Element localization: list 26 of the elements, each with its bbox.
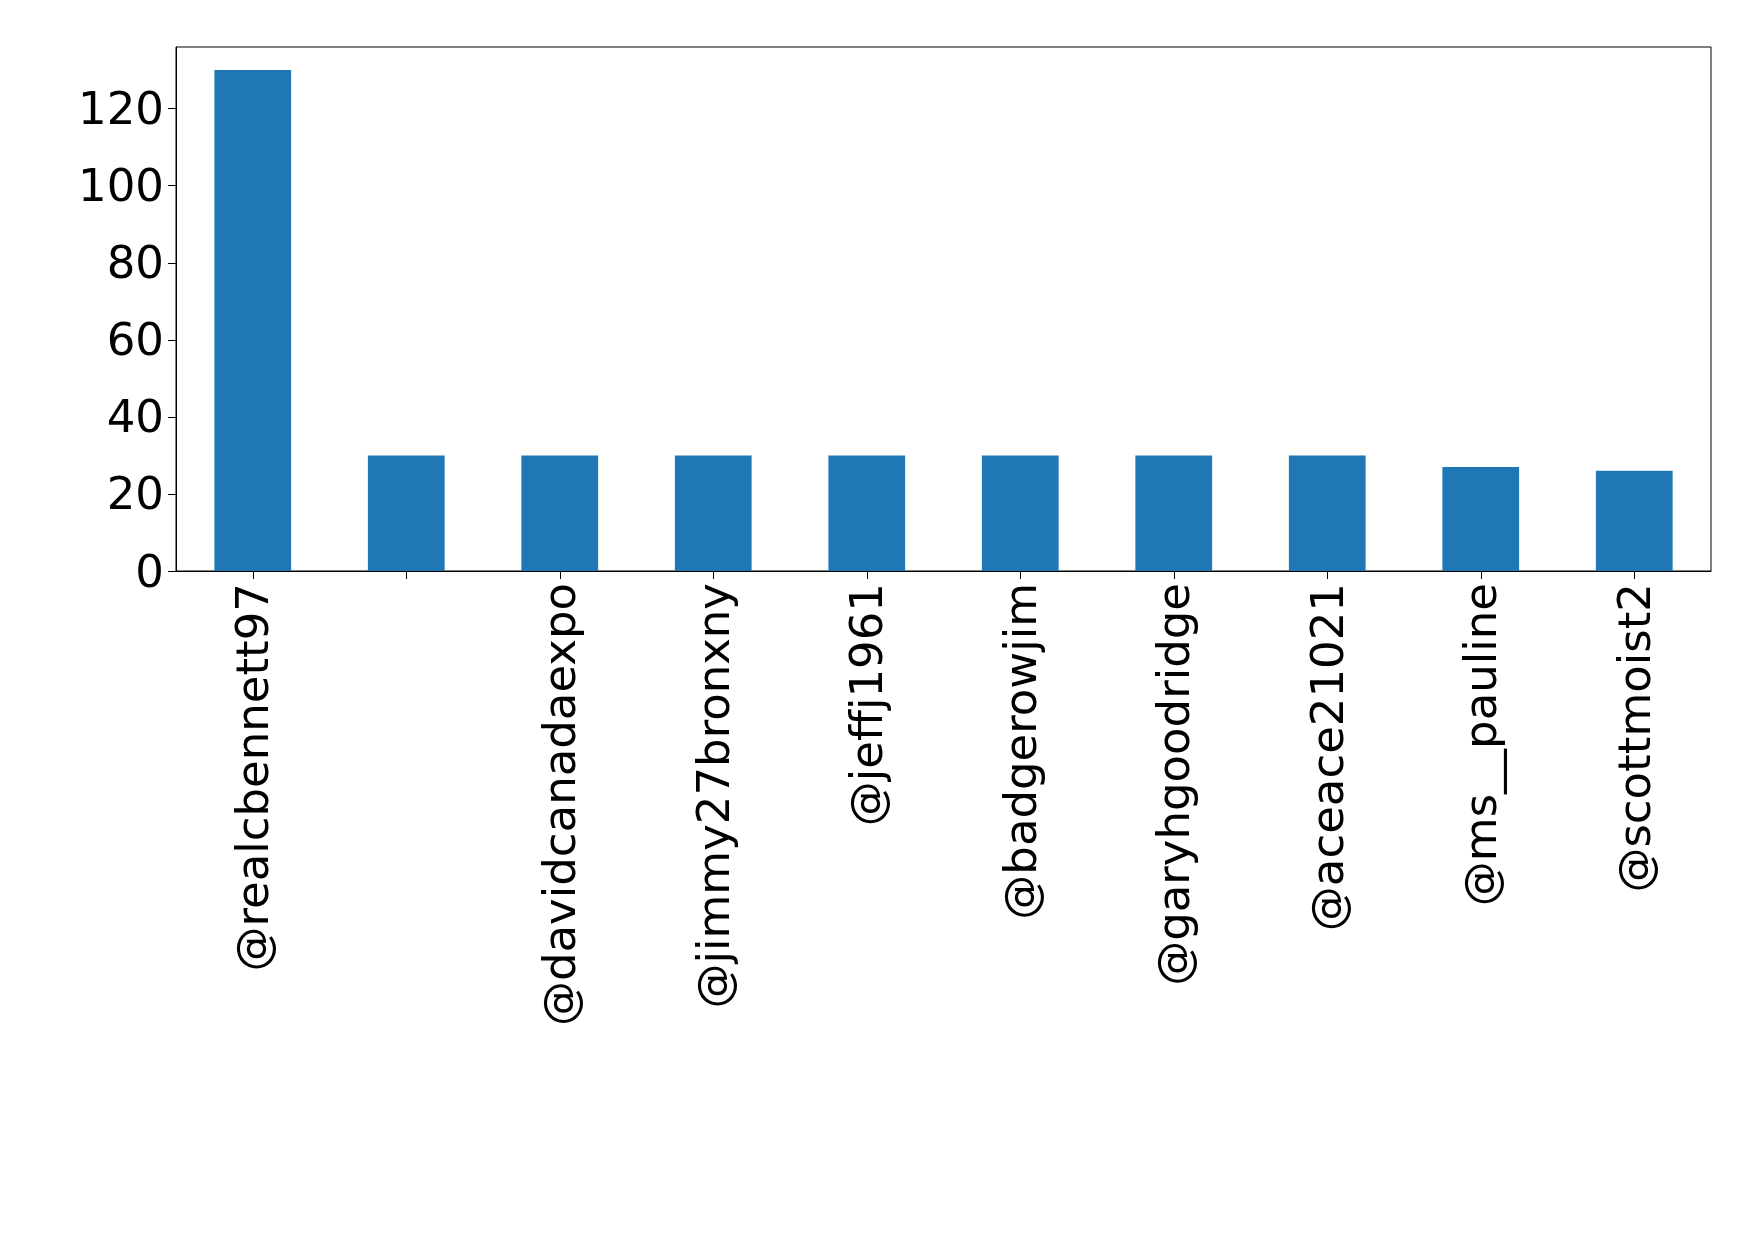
bar: [1442, 466, 1520, 571]
x-tick-label: @garyhgoodridge: [1147, 583, 1201, 986]
y-tick-label: 40: [106, 390, 164, 444]
x-tick-label: @davidcanadaexpo: [533, 583, 587, 1027]
x-tick-label: @scottmoist2: [1607, 583, 1661, 893]
y-tick-label: 120: [78, 82, 164, 136]
x-tick-label: @jeffj1961: [840, 583, 894, 827]
y-tick-label: 100: [78, 159, 164, 213]
bar: [521, 455, 599, 571]
bar: [214, 70, 292, 571]
x-tick-label: @ms__pauline: [1454, 583, 1508, 907]
bar: [367, 455, 445, 571]
bar: [981, 455, 1059, 571]
y-tick-label: 60: [106, 313, 164, 367]
bar: [674, 455, 752, 571]
x-tick-label: @realcbennett97: [226, 583, 280, 972]
x-tick-label: @badgerowjim: [993, 583, 1047, 920]
bar: [1135, 455, 1213, 571]
bar: [828, 455, 906, 571]
y-tick-label: 20: [106, 467, 164, 521]
bar: [1288, 455, 1366, 571]
x-tick-label: @aceace21021: [1300, 583, 1354, 932]
bar: [1595, 470, 1673, 571]
y-tick-label: 0: [135, 544, 164, 598]
y-tick-label: 80: [106, 236, 164, 290]
x-tick-label: @jimmy27bronxny: [686, 583, 740, 1009]
